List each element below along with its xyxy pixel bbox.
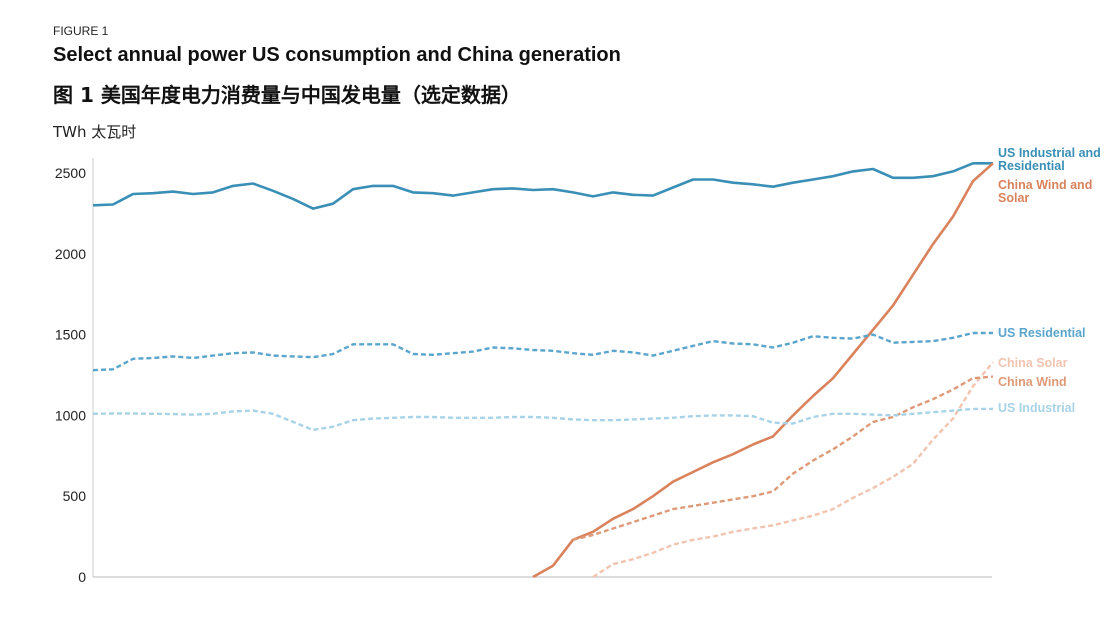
y-tick-label: 2000 bbox=[55, 246, 86, 262]
y-tick-label: 1000 bbox=[55, 407, 86, 423]
series-line-us-industrial-and-residential bbox=[92, 162, 993, 210]
series-label-china-solar: China Solar bbox=[998, 356, 1068, 370]
series-line-china-wind bbox=[572, 375, 994, 541]
series-line-china-solar bbox=[592, 361, 994, 579]
series-label-us-industrial: US Industrial bbox=[998, 401, 1075, 415]
unit-label: TWh 太瓦时 bbox=[53, 123, 137, 141]
series-line-us-residential bbox=[92, 331, 993, 372]
figure-label: FIGURE 1 bbox=[53, 24, 109, 38]
series-line-us-industrial bbox=[92, 407, 993, 432]
series-label-us-industrial-and-residential: US Industrial and Residential bbox=[998, 146, 1101, 173]
chart-title-chinese: 图 1 美国年度电力消费量与中国发电量（选定数据） bbox=[53, 83, 521, 107]
y-tick-label: 1500 bbox=[55, 327, 86, 343]
y-tick-label: 2500 bbox=[55, 165, 86, 181]
series-label-us-residential: US Residential bbox=[998, 326, 1086, 340]
series-label-china-wind: China Wind bbox=[998, 375, 1067, 389]
series-label-china-wind-and-solar: China Wind and Solar bbox=[998, 178, 1092, 205]
y-tick-label: 0 bbox=[78, 569, 86, 585]
series-line-china-wind-and-solar bbox=[532, 162, 994, 579]
chart-title: Select annual power US consumption and C… bbox=[53, 44, 621, 66]
y-tick-label: 500 bbox=[63, 488, 87, 504]
